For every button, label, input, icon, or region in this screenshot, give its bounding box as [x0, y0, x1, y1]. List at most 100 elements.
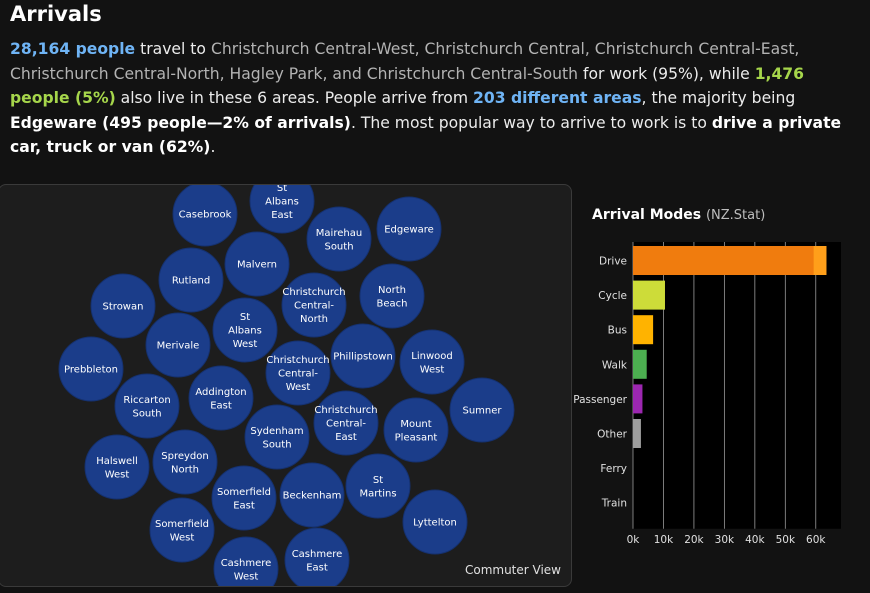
category-label: Ferry: [600, 463, 627, 475]
area-circle[interactable]: [249, 185, 315, 234]
area-bubble-lyttelton[interactable]: Lyttelton: [402, 489, 468, 555]
area-bubble-christchurch-central-west[interactable]: Christchurch Central- West: [265, 340, 331, 406]
area-circle[interactable]: [149, 497, 215, 563]
area-bubble-phillipstown[interactable]: Phillipstown: [330, 323, 396, 389]
area-label: Sumner: [462, 406, 502, 417]
area-bubble-edgeware[interactable]: Edgeware: [376, 196, 442, 262]
area-bubble-malvern[interactable]: Malvern: [224, 231, 290, 297]
area-bubble-somerfield-west[interactable]: Somerfield West: [149, 497, 215, 563]
area-circle[interactable]: [359, 263, 425, 329]
area-circle[interactable]: [244, 404, 310, 470]
area-circle[interactable]: [172, 185, 238, 247]
area-circle[interactable]: [84, 434, 150, 500]
bar-drive[interactable]: [633, 246, 827, 275]
area-label: East: [233, 500, 255, 511]
area-label: Malvern: [237, 260, 277, 271]
bar-bus[interactable]: [633, 315, 654, 345]
area-circle[interactable]: [213, 536, 279, 586]
chart-plot-area: [633, 242, 841, 529]
area-circle[interactable]: [376, 196, 442, 262]
commuter-view-toggle[interactable]: Commuter View: [464, 563, 561, 577]
area-label: Somerfield: [155, 519, 209, 530]
area-circle[interactable]: [90, 273, 156, 339]
area-bubble-addington-east[interactable]: Addington East: [188, 365, 254, 431]
area-bubble-beckenham[interactable]: Beckenham: [279, 462, 345, 528]
area-bubble-halswell-west[interactable]: Halswell West: [84, 434, 150, 500]
area-label: Rutland: [172, 276, 210, 287]
area-circle[interactable]: [449, 377, 515, 443]
area-label: Mount: [400, 419, 431, 430]
area-circle[interactable]: [284, 527, 350, 586]
area-bubble-spreydon-north[interactable]: Spreydon North: [152, 429, 218, 495]
area-bubble-somerfield-east[interactable]: Somerfield East: [211, 465, 277, 531]
area-bubble-strowan[interactable]: Strowan: [90, 273, 156, 339]
area-circle[interactable]: [265, 340, 331, 406]
area-label: West: [170, 532, 195, 543]
category-label: Bus: [608, 325, 627, 337]
area-circle[interactable]: [158, 247, 224, 313]
bar-cycle[interactable]: [633, 280, 665, 310]
bar-drive-live-in-area[interactable]: [813, 246, 827, 275]
area-bubble-prebbleton[interactable]: Prebbleton: [58, 336, 124, 402]
x-tick-label: 60k: [806, 534, 826, 546]
area-circle[interactable]: [383, 397, 449, 463]
area-label: St: [277, 185, 287, 194]
area-bubble-st-martins[interactable]: St Martins: [345, 453, 411, 519]
area-circle[interactable]: [345, 453, 411, 519]
summary-end: .: [210, 138, 216, 156]
area-circle[interactable]: [188, 365, 254, 431]
area-bubble-cashmere-east[interactable]: Cashmere East: [284, 527, 350, 586]
x-tick-label: 30k: [715, 534, 735, 546]
area-bubble-sumner[interactable]: Sumner: [449, 377, 515, 443]
area-bubble-casebrook[interactable]: Casebrook: [172, 185, 238, 247]
area-bubble-st-albans-east[interactable]: St Albans East: [249, 185, 315, 234]
area-bubble-cashmere-west[interactable]: Cashmere West: [213, 536, 279, 586]
area-circle[interactable]: [399, 329, 465, 395]
live-count: 1,476 people (5%): [10, 64, 805, 108]
area-label: East: [210, 400, 232, 411]
area-label: Albans: [265, 197, 299, 208]
area-label: Christchurch: [266, 355, 329, 366]
area-circle[interactable]: [212, 297, 278, 363]
area-circle[interactable]: [279, 462, 345, 528]
area-circle[interactable]: [211, 465, 277, 531]
area-bubble-rutland[interactable]: Rutland: [158, 247, 224, 313]
area-circle[interactable]: [224, 231, 290, 297]
origin-bubble-map: St Albans East Casebrook Mairehau South Edgewa…: [0, 184, 572, 587]
summary-also-live: also live in these 6 areas. People arriv…: [120, 89, 469, 107]
area-label: Casebrook: [179, 210, 232, 221]
category-label: Other: [597, 429, 627, 441]
area-bubble-merivale[interactable]: Merivale: [145, 312, 211, 378]
area-circle[interactable]: [330, 323, 396, 389]
area-circle[interactable]: [58, 336, 124, 402]
top-origin: Edgeware (495 people—2% of arrivals): [10, 113, 351, 132]
area-label: Linwood: [411, 351, 452, 362]
bar-walk[interactable]: [633, 349, 647, 379]
category-label: Walk: [602, 359, 628, 371]
area-bubble-sydenham-south[interactable]: Sydenham South: [244, 404, 310, 470]
area-circle[interactable]: [402, 489, 468, 555]
area-circle[interactable]: [152, 429, 218, 495]
arrival-modes-chart: 0k 10k 20k 30k 40k 50k 60k Drive Cycle Bus Walk Pas…: [573, 242, 841, 546]
area-bubble-christchurch-central-north[interactable]: Christchurch Central- North: [281, 272, 347, 338]
area-bubble-riccarton-south[interactable]: Riccarton South: [114, 373, 180, 439]
x-tick-label: 40k: [745, 534, 765, 546]
area-circle[interactable]: [114, 373, 180, 439]
area-bubble-north-beach[interactable]: North Beach: [359, 263, 425, 329]
area-bubble-mairehau-south[interactable]: Mairehau South: [306, 206, 372, 272]
area-bubble-st-albans-west[interactable]: St Albans West: [212, 297, 278, 363]
area-label: North: [378, 285, 406, 296]
area-circle[interactable]: [281, 272, 347, 338]
x-tick-label: 20k: [684, 534, 704, 546]
area-label: Strowan: [103, 302, 144, 313]
area-bubble-linwood-west[interactable]: Linwood West: [399, 329, 465, 395]
bar-other[interactable]: [633, 419, 641, 448]
area-circle[interactable]: [313, 390, 379, 456]
area-bubble-mount-pleasant[interactable]: Mount Pleasant: [383, 397, 449, 463]
bar-passenger[interactable]: [633, 384, 643, 414]
area-label: Pleasant: [395, 432, 438, 443]
area-circle[interactable]: [306, 206, 372, 272]
area-circle[interactable]: [145, 312, 211, 378]
area-bubble-christchurch-central-east[interactable]: Christchurch Central- East: [313, 390, 379, 456]
area-label: West: [420, 364, 445, 375]
